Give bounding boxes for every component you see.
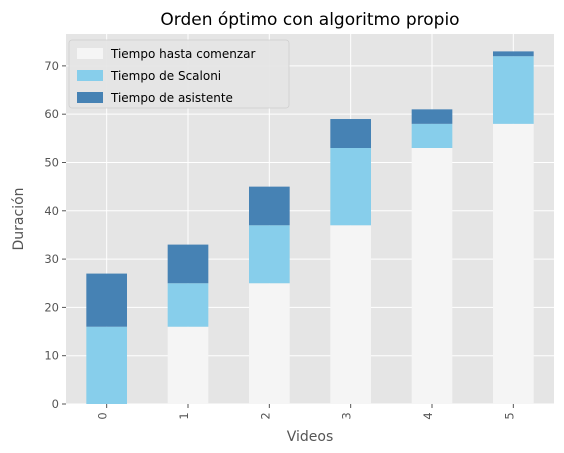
legend-label: Tiempo hasta comenzar <box>110 47 255 61</box>
x-tick-label: 1 <box>177 412 191 419</box>
y-tick-label: 30 <box>44 252 59 266</box>
bar-segment <box>167 326 209 404</box>
y-tick-label: 60 <box>44 107 59 121</box>
bar-segment <box>330 119 371 148</box>
bar-segment <box>411 109 453 124</box>
y-tick-label: 70 <box>44 59 59 73</box>
x-axis-ticks: 0 1 2 3 4 5 <box>96 404 516 420</box>
legend-label: Tiempo de Scaloni <box>110 69 221 83</box>
legend-swatch <box>77 48 103 59</box>
y-axis-label: Duración <box>11 187 27 250</box>
y-tick-label: 40 <box>44 204 59 218</box>
bar-segment <box>493 51 534 57</box>
legend-box <box>68 39 290 109</box>
bar-segment <box>493 56 534 124</box>
legend: Tiempo hasta comenzar Tiempo de Scaloni Ti… <box>68 39 290 109</box>
bar-segment <box>330 225 371 404</box>
y-tick-label: 50 <box>44 155 59 169</box>
bar-segment <box>167 244 209 284</box>
bar-segment <box>249 283 290 404</box>
x-tick-label: 5 <box>502 412 516 419</box>
bars <box>86 51 534 404</box>
bar-segment <box>411 147 453 404</box>
bar-segment <box>249 225 290 284</box>
bar-segment <box>493 123 534 404</box>
y-tick-label: 0 <box>52 397 59 411</box>
legend-swatch <box>77 92 103 103</box>
y-tick-label: 20 <box>44 300 59 314</box>
bar-segment <box>249 186 290 226</box>
y-tick-label: 10 <box>44 349 59 363</box>
bar-segment <box>86 326 127 404</box>
chart-title: Orden óptimo con algoritmo propio <box>160 10 459 30</box>
x-tick-label: 4 <box>421 412 435 419</box>
bar-segment <box>411 123 453 148</box>
x-axis-label: Videos <box>287 429 334 445</box>
legend-label: Tiempo de asistente <box>110 91 233 105</box>
y-axis-ticks: 0 10 20 30 40 50 60 70 <box>44 59 66 411</box>
x-tick-label: 3 <box>340 412 354 419</box>
legend-swatch <box>77 70 103 81</box>
x-tick-label: 0 <box>96 412 110 419</box>
x-tick-label: 2 <box>258 412 272 419</box>
bar-segment <box>167 283 209 327</box>
bar-segment <box>330 147 371 226</box>
bar-segment <box>86 273 127 327</box>
